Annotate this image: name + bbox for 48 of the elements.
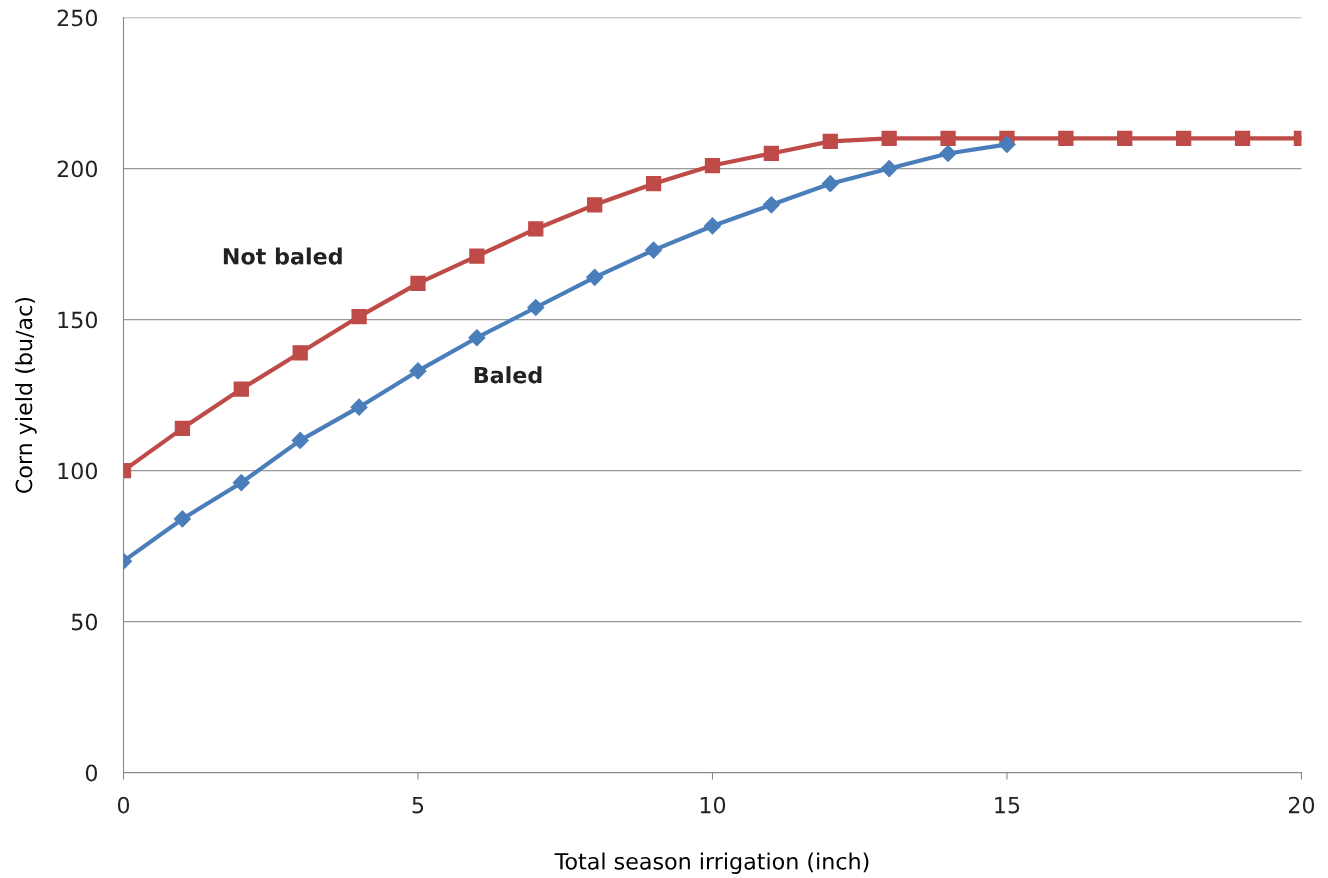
series-label: Baled — [474, 366, 542, 384]
point — [174, 420, 191, 436]
y-axis-title: Corn yield (bu/ac) — [15, 297, 37, 493]
point — [233, 381, 249, 397]
point — [350, 398, 368, 416]
x-tick-label: 10 — [700, 796, 726, 814]
x-tick-label: 15 — [995, 796, 1020, 814]
point — [645, 176, 662, 192]
point — [821, 175, 839, 193]
point — [351, 308, 367, 325]
point — [645, 241, 663, 259]
point — [409, 362, 427, 380]
point — [1058, 130, 1074, 147]
point — [703, 217, 722, 235]
text: Not baled — [223, 247, 342, 265]
point — [292, 345, 308, 361]
point — [763, 145, 780, 162]
y-tick-label: 200 — [57, 160, 98, 178]
point — [881, 130, 897, 147]
point — [998, 135, 1016, 153]
point — [880, 160, 898, 178]
point — [940, 130, 956, 147]
x-axis-title: Total season irrigation (inch) — [554, 852, 869, 874]
y-tick-label: 250 — [57, 9, 98, 27]
point — [528, 221, 544, 237]
x-tick-label: 0 — [117, 796, 130, 814]
point — [1176, 130, 1192, 147]
point — [469, 248, 485, 264]
point — [468, 329, 486, 347]
point — [704, 157, 721, 174]
point — [762, 196, 780, 214]
point — [232, 474, 250, 492]
y-tick-label: 0 — [85, 764, 98, 782]
point — [173, 510, 191, 528]
point — [939, 144, 957, 163]
x-tick-label: 20 — [1288, 796, 1315, 814]
point — [527, 298, 545, 317]
y-tick-label: 150 — [58, 311, 98, 329]
point — [1117, 130, 1133, 147]
point — [822, 133, 838, 150]
point — [410, 275, 426, 291]
point — [586, 268, 604, 286]
x-tick-label: 5 — [412, 796, 424, 814]
point — [291, 431, 309, 449]
point — [1234, 130, 1251, 147]
y-tick-label: 50 — [71, 613, 98, 631]
y-tick-label: 100 — [58, 462, 98, 480]
point — [587, 197, 603, 213]
